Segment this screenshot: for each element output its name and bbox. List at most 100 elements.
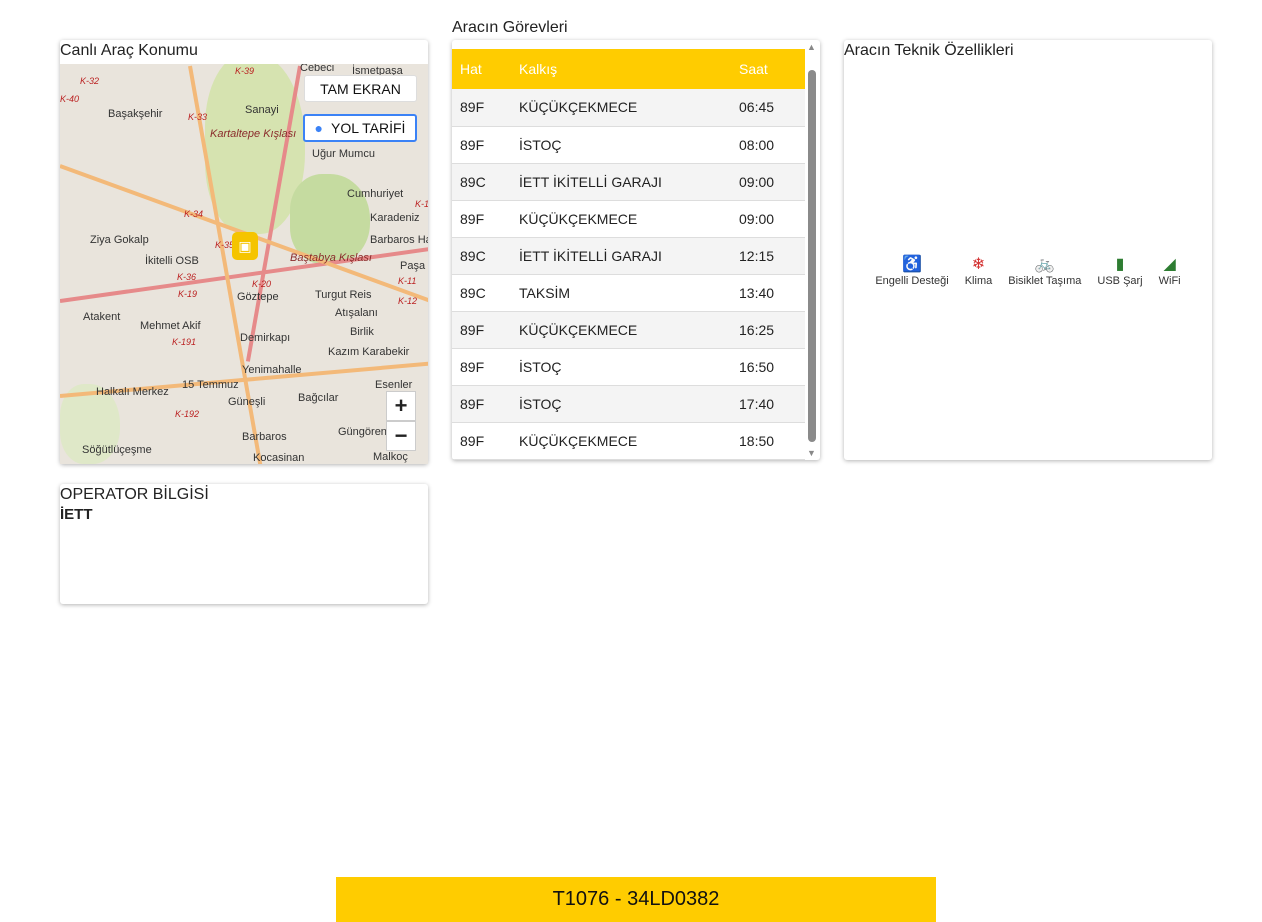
- map-place-label: Karadeniz: [370, 212, 420, 224]
- table-cell: 89F: [452, 311, 511, 349]
- table-cell: 89F: [452, 422, 511, 460]
- map-road-label: K-33: [188, 112, 208, 122]
- map-place-label: Bağcılar: [298, 392, 339, 404]
- location-pin-icon: ●: [314, 120, 324, 136]
- table-cell: 08:00: [731, 126, 805, 164]
- zoom-in-button[interactable]: +: [386, 391, 416, 421]
- table-row[interactable]: 89F KÜÇÜKÇEKMECE 09:00: [452, 200, 805, 238]
- vehicle-footer-bar: T1076 - 34LD0382: [336, 877, 936, 922]
- scrollbar-thumb[interactable]: [808, 70, 816, 442]
- map-road-label: K-191: [172, 337, 197, 347]
- map-place-label: Demirkapı: [240, 332, 291, 344]
- table-cell: 89C: [452, 274, 511, 312]
- scrollbar[interactable]: ▲ ▼: [806, 40, 818, 460]
- map-place-label: Atışalanı: [335, 307, 378, 319]
- map-place-label: 15 Temmuz: [182, 379, 239, 391]
- zoom-out-button[interactable]: −: [386, 421, 416, 451]
- table-row[interactable]: 89F İSTOÇ 08:00: [452, 126, 805, 164]
- map-place-label: Cumhuriyet: [347, 188, 404, 200]
- live-location-card: Canlı Araç Konumu Başakşehir Kartaltepe K…: [60, 40, 428, 464]
- table-cell: 89F: [452, 126, 511, 164]
- map-place-label: Kartaltepe Kışlası: [210, 128, 297, 140]
- map-place-label: İsmetpaşa: [352, 65, 403, 77]
- map-place-label: Kocasinan: [253, 452, 305, 464]
- map-road-label: K-11: [398, 276, 417, 286]
- vehicle-tasks-card: Hat Kalkış Saat 89F KÜÇÜKÇEKMECE 06:45 89F İ…: [452, 40, 820, 460]
- feature-item: ◢ WiFi: [1159, 255, 1181, 287]
- map-place-label: Turgut Reis: [315, 289, 372, 301]
- map-place-label: İkitelli OSB: [145, 255, 199, 267]
- map-place-label: Yenimahalle: [242, 364, 302, 376]
- technical-features-card: Aracın Teknik Özellikleri ♿ Engelli Deste…: [844, 40, 1212, 460]
- table-cell: 89F: [452, 348, 511, 386]
- feature-item: ▮ USB Şarj: [1097, 255, 1142, 287]
- map-road-label: K-20: [252, 279, 272, 289]
- map-place-label: Birlik: [350, 326, 374, 338]
- map-place-label: Başakşehir: [108, 108, 163, 120]
- directions-button[interactable]: ● YOL TARİFİ: [303, 114, 417, 142]
- table-cell: 12:15: [731, 237, 805, 275]
- map-place-label: Paşa: [400, 260, 426, 272]
- table-row[interactable]: 89C İETT İKİTELLİ GARAJI 09:00: [452, 163, 805, 201]
- scroll-up-icon[interactable]: ▲: [807, 42, 816, 52]
- wifi-icon: ◢: [1163, 256, 1176, 273]
- feature-label: USB Şarj: [1097, 275, 1143, 287]
- table-cell: İETT İKİTELLİ GARAJI: [511, 163, 731, 201]
- card-title: OPERATOR BİLGİSİ: [60, 486, 209, 503]
- bus-marker-icon[interactable]: ▣: [232, 232, 258, 260]
- table-cell: 18:50: [731, 422, 805, 460]
- table-row[interactable]: 89F İSTOÇ 17:40: [452, 385, 805, 423]
- feature-item: ♿ Engelli Desteği: [875, 255, 948, 287]
- card-title: Aracın Teknik Özellikleri: [844, 42, 1014, 59]
- operator-card: OPERATOR BİLGİSİ İETT: [60, 484, 428, 604]
- map-place-label: Barbaros Hayrettin: [370, 234, 428, 246]
- column-header: Hat: [452, 49, 511, 89]
- table-row[interactable]: 89F İSTOÇ 16:50: [452, 348, 805, 386]
- snowflake-icon: ❄: [971, 256, 986, 273]
- map-place-label: Uğur Mumcu: [312, 148, 375, 160]
- table-cell: 89C: [452, 163, 511, 201]
- map-road-label: K-32: [80, 76, 100, 86]
- table-row[interactable]: 89F KÜÇÜKÇEKMECE 06:45: [452, 89, 805, 127]
- table-cell: KÜÇÜKÇEKMECE: [511, 422, 731, 460]
- map-place-label: Söğütlüçeşme: [82, 444, 152, 456]
- table-row[interactable]: 89F KÜÇÜKÇEKMECE 18:50: [452, 422, 805, 460]
- feature-label: Bisiklet Taşıma: [1008, 275, 1082, 287]
- table-cell: 09:00: [731, 163, 805, 201]
- wheelchair-icon: ♿: [902, 256, 922, 273]
- battery-icon: ▮: [1115, 256, 1125, 273]
- table-cell: KÜÇÜKÇEKMECE: [511, 200, 731, 238]
- fullscreen-button[interactable]: TAM EKRAN: [304, 75, 417, 102]
- map-place-label: Mehmet Akif: [140, 320, 201, 332]
- map-park-area: [60, 384, 120, 464]
- features-list: ♿ Engelli Desteği ❄ Klima 🚲 Bisiklet Taşıma ▮ U…: [844, 255, 1212, 287]
- column-header: Saat: [731, 49, 805, 89]
- map-road-label: K-19: [178, 289, 198, 299]
- table-row[interactable]: 89F KÜÇÜKÇEKMECE 16:25: [452, 311, 805, 349]
- bicycle-icon: 🚲: [1034, 256, 1055, 273]
- table-cell: 16:50: [731, 348, 805, 386]
- map-place-label: Kazım Karabekir: [328, 346, 410, 358]
- table-row[interactable]: 89C TAKSİM 13:40: [452, 274, 805, 312]
- map-road-label: K-192: [175, 409, 200, 419]
- table-cell: 13:40: [731, 274, 805, 312]
- scroll-down-icon[interactable]: ▼: [807, 448, 816, 458]
- map-road-label: K-12: [398, 296, 418, 306]
- table-cell: 16:25: [731, 311, 805, 349]
- table-cell: KÜÇÜKÇEKMECE: [511, 311, 731, 349]
- map-road-label: K-39: [235, 66, 255, 76]
- map-park-area: [290, 174, 370, 264]
- map-place-label: Malkoç: [373, 451, 408, 463]
- map-place-label: Sanayi: [245, 104, 279, 116]
- feature-label: Engelli Desteği: [875, 275, 949, 287]
- card-title: Aracın Görevleri: [452, 19, 568, 36]
- map-park-area: [205, 64, 305, 234]
- table-cell: İSTOÇ: [511, 348, 731, 386]
- map-road-label: K-36: [177, 272, 197, 282]
- table-cell: 89F: [452, 385, 511, 423]
- map[interactable]: Başakşehir Kartaltepe Kışlası Uğur Mumcu Cu…: [60, 64, 428, 464]
- card-title: Canlı Araç Konumu: [60, 42, 198, 59]
- map-place-label: Esenler: [375, 379, 413, 391]
- table-row[interactable]: 89C İETT İKİTELLİ GARAJI 12:15: [452, 237, 805, 275]
- map-place-label: Baştabya Kışlası: [290, 252, 372, 264]
